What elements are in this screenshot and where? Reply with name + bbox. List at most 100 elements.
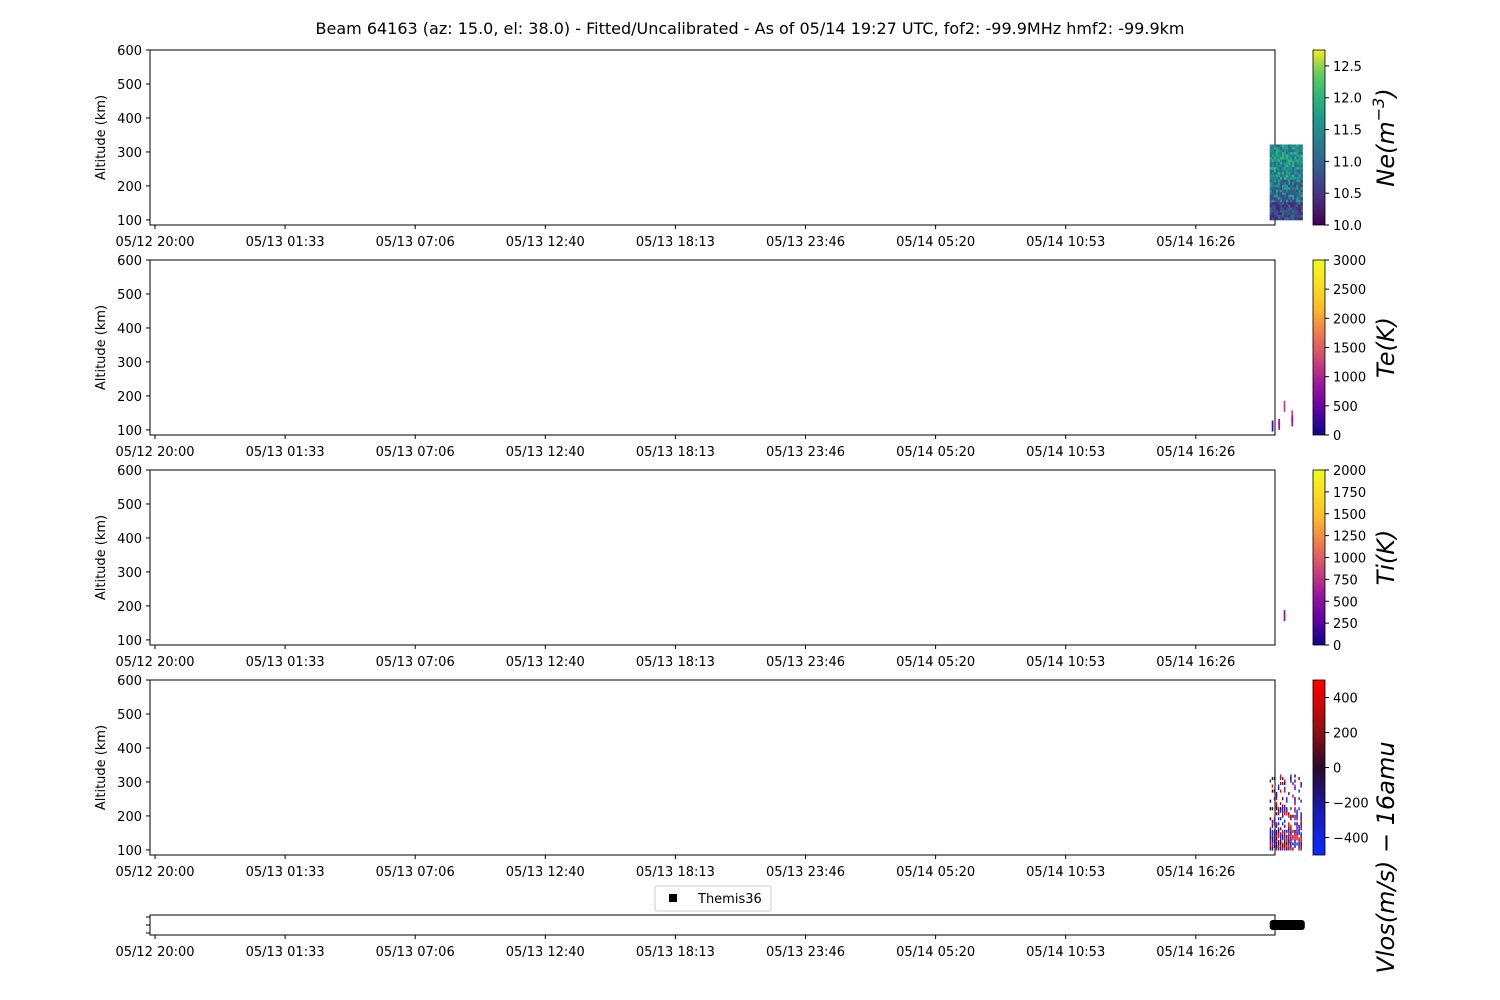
ne-cell — [1292, 162, 1295, 165]
ne-cell — [1292, 144, 1295, 148]
ne-cell — [1279, 146, 1283, 150]
vlos-cell — [1277, 834, 1280, 838]
ne-cell — [1290, 177, 1293, 181]
ne-cell — [1269, 217, 1273, 221]
ne-cell — [1286, 152, 1289, 155]
ne-cell — [1284, 154, 1287, 158]
colorbar-ti — [1312, 469, 1326, 646]
ne-cell — [1275, 187, 1279, 191]
ne-cell — [1273, 214, 1277, 218]
colorbar-tick-label: 2000 — [1333, 464, 1366, 479]
vlos-cell — [1288, 847, 1290, 851]
ne-cell — [1286, 212, 1289, 216]
ne-cell — [1284, 204, 1287, 208]
x-tick-label: 05/12 20:00 — [115, 445, 194, 460]
colorbar-tick-label: −400 — [1333, 832, 1369, 847]
x-tick-label: 05/14 16:26 — [1156, 865, 1235, 880]
vlos-cell — [1292, 834, 1294, 838]
ne-cell — [1288, 189, 1291, 193]
ne-cell — [1275, 184, 1279, 188]
vlos-cell — [1298, 776, 1300, 781]
x-tick-label: 05/14 10:53 — [1026, 235, 1105, 250]
vlos-cell — [1290, 829, 1292, 833]
ne-cell — [1296, 209, 1299, 213]
ne-cell — [1290, 159, 1293, 163]
ne-cell — [1277, 217, 1281, 221]
vlos-cell — [1269, 827, 1272, 831]
ne-cell — [1284, 184, 1287, 188]
vlos-cell — [1286, 809, 1288, 813]
ne-cell — [1292, 192, 1295, 196]
ne-cell — [1300, 184, 1303, 188]
vlos-cell — [1279, 832, 1282, 836]
vlos-cell — [1275, 837, 1278, 841]
vlos-cell — [1281, 844, 1284, 848]
ne-cell — [1300, 159, 1303, 163]
ne-cell — [1271, 189, 1275, 193]
x-tick-label: 05/13 01:33 — [246, 865, 325, 880]
x-tick-label: 05/13 07:06 — [376, 235, 455, 250]
ne-cell — [1269, 214, 1273, 218]
vlos-cell — [1277, 784, 1280, 788]
ne-cell — [1298, 154, 1301, 158]
y-axis-label: Altitude (km) — [94, 725, 109, 810]
vlos-cell — [1294, 787, 1296, 791]
ne-cell — [1300, 214, 1303, 218]
ne-cell — [1288, 214, 1291, 218]
ne-cell — [1288, 164, 1291, 168]
x-tick-label: 05/14 16:26 — [1156, 235, 1235, 250]
ne-cell — [1275, 172, 1279, 176]
colorbar-tick-label: 2500 — [1333, 283, 1366, 298]
vlos-cell — [1290, 824, 1292, 828]
ne-cell — [1294, 144, 1297, 148]
vlos-cell — [1279, 774, 1282, 778]
colorbar-tick-label: 2000 — [1333, 312, 1366, 327]
y-tick-label: 100 — [117, 634, 142, 649]
vlos-cell — [1281, 782, 1284, 786]
ne-cell — [1271, 162, 1275, 165]
ne-cell — [1284, 189, 1287, 193]
vlos-cell — [1296, 812, 1298, 816]
colorbar-tick-label: 11.0 — [1333, 155, 1362, 170]
ne-cell — [1298, 167, 1301, 171]
ne-cell — [1277, 144, 1281, 148]
x-tick-label: 05/13 23:46 — [766, 865, 845, 880]
ne-cell — [1286, 182, 1289, 186]
vlos-cell — [1298, 847, 1300, 851]
ne-cell — [1296, 162, 1299, 165]
vlos-cell — [1296, 827, 1298, 831]
ne-cell — [1273, 169, 1277, 173]
x-tick-label: 05/14 05:20 — [896, 865, 975, 880]
vlos-cell — [1281, 776, 1284, 781]
ne-cell — [1281, 154, 1285, 158]
y-axis-label: Altitude (km) — [94, 95, 109, 180]
vlos-cell — [1288, 844, 1290, 848]
ne-cell — [1281, 167, 1285, 171]
ne-cell — [1277, 209, 1281, 213]
ne-cell — [1288, 146, 1291, 150]
ne-cell — [1300, 179, 1303, 183]
vlos-cell — [1300, 847, 1302, 851]
ne-cell — [1294, 169, 1297, 173]
ne-cell — [1296, 172, 1299, 176]
ne-cell — [1273, 199, 1277, 203]
vlos-cell — [1281, 822, 1284, 826]
x-tick-label: 05/13 07:06 — [376, 655, 455, 670]
ne-cell — [1294, 172, 1297, 176]
ne-cell — [1281, 212, 1285, 216]
vlos-cell — [1286, 837, 1288, 841]
ne-cell — [1277, 177, 1281, 181]
legend-label: Themis36 — [697, 892, 762, 907]
ne-cell — [1277, 162, 1281, 165]
ne-cell — [1298, 149, 1301, 153]
ne-cell — [1288, 172, 1291, 176]
vlos-cell — [1271, 819, 1274, 823]
x-tick-label: 05/13 12:40 — [506, 945, 585, 960]
data-point — [1271, 420, 1274, 432]
ne-cell — [1296, 192, 1299, 196]
ne-cell — [1275, 204, 1279, 208]
vlos-cell — [1298, 789, 1300, 793]
ne-cell — [1288, 209, 1291, 213]
ne-cell — [1300, 167, 1303, 171]
vlos-cell — [1296, 824, 1298, 828]
